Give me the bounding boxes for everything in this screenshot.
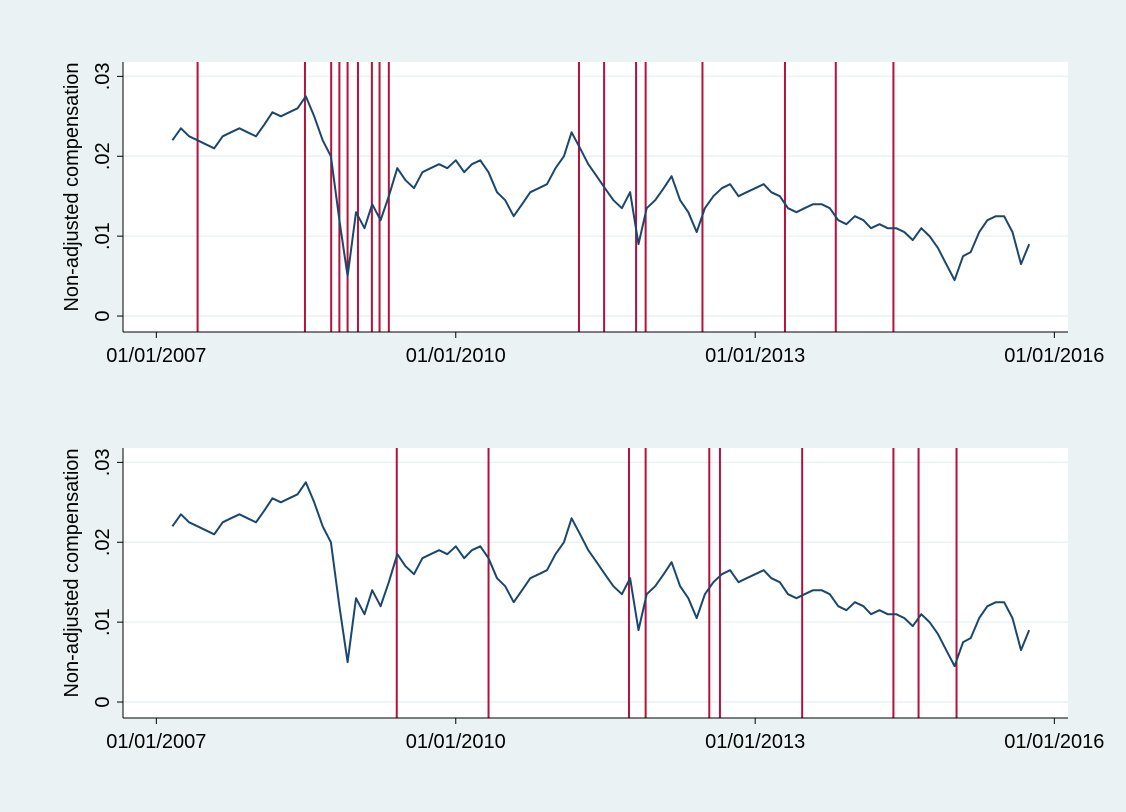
data-line xyxy=(171,95,1031,282)
x-tick-label: 01/01/2010 xyxy=(406,345,506,367)
x-tick-label: 01/01/2013 xyxy=(705,731,805,753)
y-tick-label: 0 xyxy=(92,696,114,707)
y-axis-title: Non-adjusted compensation xyxy=(61,448,83,697)
y-tick-label: .03 xyxy=(92,62,114,90)
x-tick-label: 01/01/2016 xyxy=(1004,345,1104,367)
x-tick-label: 01/01/2013 xyxy=(705,345,805,367)
y-tick-label: .03 xyxy=(92,448,114,476)
y-axis-title: Non-adjusted compensation xyxy=(61,62,83,311)
y-tick-label: .01 xyxy=(92,608,114,636)
plot-area xyxy=(123,62,1068,332)
x-tick-label: 01/01/2007 xyxy=(106,731,206,753)
data-line xyxy=(171,481,1031,668)
y-tick-label: 0 xyxy=(92,310,114,321)
y-tick-label: .02 xyxy=(92,528,114,556)
x-tick-label: 01/01/2007 xyxy=(106,345,206,367)
y-tick-label: .01 xyxy=(92,222,114,250)
x-tick-label: 01/01/2016 xyxy=(1004,731,1104,753)
plot-area xyxy=(123,448,1068,718)
y-tick-label: .02 xyxy=(92,142,114,170)
x-tick-label: 01/01/2010 xyxy=(406,731,506,753)
